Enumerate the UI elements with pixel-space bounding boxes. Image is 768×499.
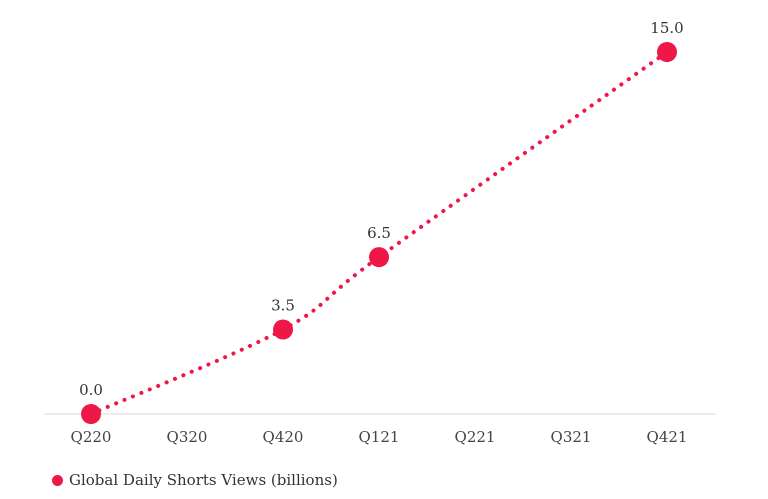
x-tick-label: Q121 <box>359 428 400 446</box>
legend-swatch <box>52 474 63 486</box>
x-tick-label: Q221 <box>455 428 496 446</box>
legend: Global Daily Shorts Views (billions) <box>52 471 338 489</box>
x-tick-label: Q420 <box>263 428 304 446</box>
data-label: 3.5 <box>271 297 295 315</box>
data-label: 15.0 <box>650 19 683 37</box>
x-tick-label: Q320 <box>167 428 208 446</box>
data-point <box>273 319 293 340</box>
x-tick-label: Q321 <box>551 428 592 446</box>
data-point <box>81 404 101 424</box>
data-point <box>657 42 677 62</box>
data-label: 0.0 <box>79 381 103 399</box>
series-line <box>89 50 669 416</box>
data-label: 6.5 <box>367 224 391 242</box>
x-tick-label: Q421 <box>647 428 688 446</box>
legend-label: Global Daily Shorts Views (billions) <box>69 471 338 489</box>
data-point <box>369 247 389 268</box>
x-tick-label: Q220 <box>71 428 112 446</box>
